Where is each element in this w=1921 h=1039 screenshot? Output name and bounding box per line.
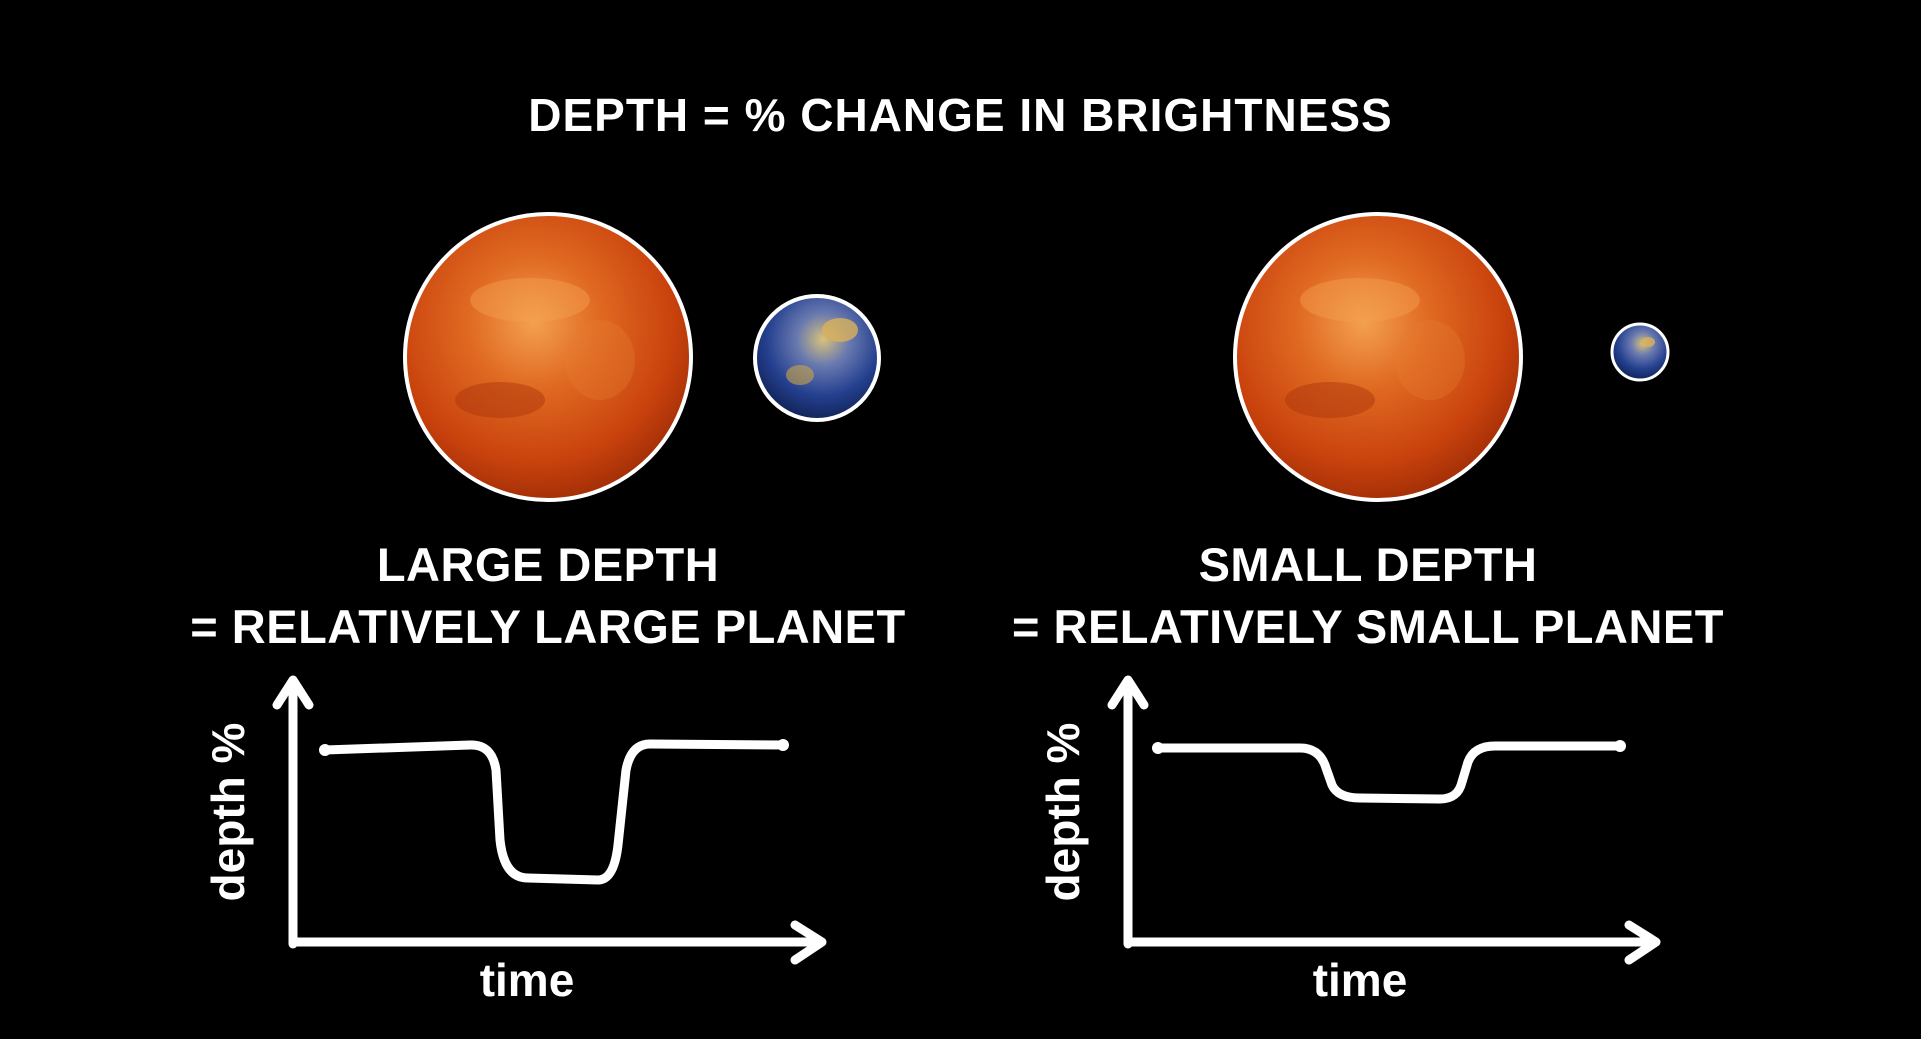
left-system — [403, 212, 881, 502]
right-y-axis-label: depth % — [1037, 723, 1089, 902]
right-x-axis-label: time — [1313, 954, 1408, 1006]
right-caption-line1: SMALL DEPTH — [1198, 538, 1538, 591]
left-caption-line2: = RELATIVELY LARGE PLANET — [190, 600, 906, 653]
left-x-axis-arrowhead — [790, 920, 827, 965]
left-y-axis-arrowhead — [272, 675, 314, 710]
right-x-axis-arrowhead — [1624, 920, 1661, 965]
right-caption: SMALL DEPTH = RELATIVELY SMALL PLANET — [918, 534, 1818, 658]
large-planet-icon — [753, 294, 881, 422]
star-icon — [1233, 212, 1523, 502]
small-planet-icon — [1610, 322, 1670, 382]
left-x-axis-label: time — [480, 954, 575, 1006]
right-transit-curve — [1153, 741, 1625, 804]
left-caption-line1: LARGE DEPTH — [376, 538, 720, 591]
left-curve-start-point — [319, 744, 331, 756]
star-icon — [403, 212, 693, 502]
right-curve-start-point — [1152, 742, 1164, 754]
left-light-curve-chart — [272, 675, 827, 965]
right-curve-end-point — [1614, 740, 1626, 752]
right-y-axis-arrowhead — [1107, 675, 1149, 710]
page-title: DEPTH = % CHANGE IN BRIGHTNESS — [528, 89, 1393, 141]
right-system — [1233, 212, 1670, 502]
left-caption: LARGE DEPTH = RELATIVELY LARGE PLANET — [98, 534, 998, 658]
left-curve-end-point — [777, 739, 789, 751]
right-light-curve-chart — [1107, 675, 1661, 965]
left-y-axis-label: depth % — [202, 723, 254, 902]
right-caption-line2: = RELATIVELY SMALL PLANET — [1012, 600, 1724, 653]
left-transit-curve — [320, 739, 788, 885]
